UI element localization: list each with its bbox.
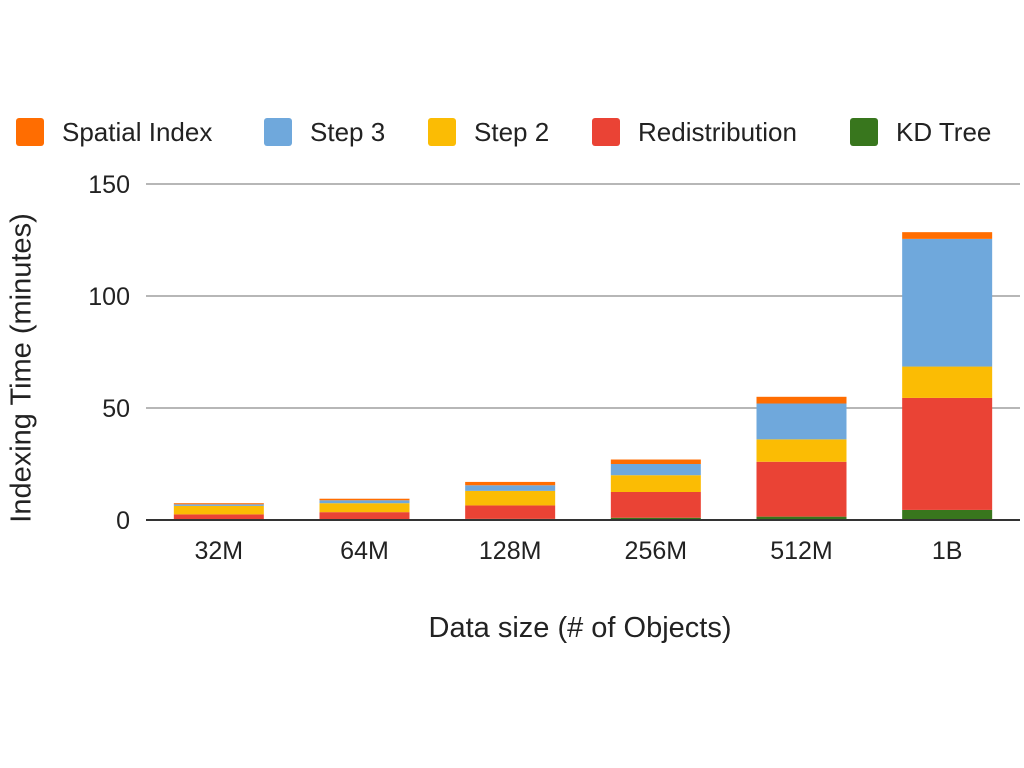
- legend-label-step-3: Step 3: [310, 116, 386, 147]
- legend-item-kd-tree[interactable]: KD Tree: [850, 112, 991, 152]
- x-tick-label-128m: 128M: [479, 537, 542, 565]
- x-tick-label-1b: 1B: [932, 537, 963, 565]
- legend-swatch-redistribution: [592, 118, 620, 146]
- x-tick-labels: 32M 64M 128M 256M 512M 1B: [195, 537, 963, 565]
- bar-512m-kd-tree[interactable]: [756, 516, 847, 520]
- bar-128m-step-3[interactable]: [465, 485, 556, 491]
- legend-label-kd-tree: KD Tree: [896, 116, 992, 147]
- legend: Spatial Index Step 3 Step 2 Redistributi…: [16, 112, 1016, 152]
- bar-64m-spatial-index[interactable]: [319, 498, 410, 501]
- legend-swatch-step-3: [264, 118, 292, 146]
- bar-64m-step-3[interactable]: [319, 500, 410, 504]
- bar-1b-kd-tree[interactable]: [902, 509, 993, 520]
- bar-128m-step-2[interactable]: [465, 490, 556, 506]
- x-axis-title: Data size (# of Objects): [428, 612, 732, 644]
- y-tick-label-50: 50: [102, 395, 130, 423]
- y-tick-label-150: 150: [88, 171, 130, 199]
- bar-32m-spatial-index[interactable]: [173, 503, 264, 505]
- legend-item-step-3[interactable]: Step 3: [264, 112, 385, 152]
- bar-32m-step-2[interactable]: [173, 505, 264, 515]
- bar-256m-redistribution[interactable]: [610, 492, 701, 518]
- legend-item-redistribution[interactable]: Redistribution: [592, 112, 797, 152]
- legend-item-step-2[interactable]: Step 2: [428, 112, 549, 152]
- bar-128m-spatial-index[interactable]: [465, 481, 556, 486]
- bar-512m-step-3[interactable]: [756, 403, 847, 440]
- x-tick-label-256m: 256M: [625, 537, 688, 565]
- bar-256m-spatial-index[interactable]: [610, 459, 701, 464]
- gridlines: [146, 183, 1020, 409]
- bar-256m-step-2[interactable]: [610, 475, 701, 492]
- y-tick-label-0: 0: [116, 507, 130, 535]
- bar-32m-step-3[interactable]: [173, 504, 264, 506]
- bar-1b-step-2[interactable]: [902, 366, 993, 398]
- y-tick-label-100: 100: [88, 283, 130, 311]
- bar-1b-step-3[interactable]: [902, 238, 993, 367]
- y-axis-title-text: Indexing Time (minutes): [5, 213, 38, 523]
- legend-item-spatial-index[interactable]: Spatial Index: [16, 112, 212, 152]
- x-tick-label-64m: 64M: [340, 537, 389, 565]
- legend-swatch-kd-tree: [850, 118, 878, 146]
- bar-1b-spatial-index[interactable]: [902, 232, 993, 239]
- legend-label-spatial-index: Spatial Index: [62, 116, 213, 147]
- bar-64m-step-2[interactable]: [319, 503, 410, 513]
- bar-512m-spatial-index[interactable]: [756, 396, 847, 404]
- legend-swatch-step-2: [428, 118, 456, 146]
- bar-256m-kd-tree[interactable]: [610, 517, 701, 520]
- x-tick-label-32m: 32M: [195, 537, 244, 565]
- bar-64m-redistribution[interactable]: [319, 512, 410, 520]
- bar-32m-redistribution[interactable]: [173, 514, 264, 520]
- legend-label-redistribution: Redistribution: [638, 116, 797, 147]
- x-tick-label-512m: 512M: [770, 537, 833, 565]
- bar-512m-step-2[interactable]: [756, 439, 847, 462]
- y-tick-labels: 0 50 100 150: [88, 171, 130, 535]
- bar-1b-redistribution[interactable]: [902, 397, 993, 510]
- bar-128m-redistribution[interactable]: [465, 505, 556, 519]
- bar-256m-step-3[interactable]: [610, 464, 701, 476]
- legend-label-step-2: Step 2: [474, 116, 550, 147]
- legend-swatch-spatial-index: [16, 118, 44, 146]
- bars: [173, 232, 993, 520]
- bar-512m-redistribution[interactable]: [756, 461, 847, 517]
